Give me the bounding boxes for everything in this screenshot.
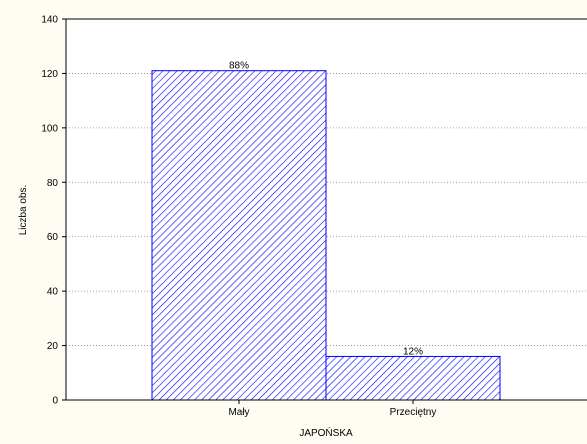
- bar-0: [151, 70, 327, 401]
- x-axis-ticks: Mały Przeciętny: [228, 400, 436, 418]
- y-tick-label: 60: [47, 232, 59, 243]
- x-tick-label: Przeciętny: [390, 407, 437, 418]
- y-tick-label: 0: [52, 396, 58, 407]
- bar-data-label: 88%: [229, 61, 249, 72]
- y-tick-label: 120: [41, 69, 58, 80]
- x-tick-label: Mały: [228, 407, 249, 418]
- y-axis-ticks: 0 20 40 60 80 100 120 140: [41, 15, 66, 407]
- y-tick-label: 100: [41, 123, 58, 134]
- y-tick-label: 80: [47, 178, 59, 189]
- y-tick-label: 40: [47, 287, 59, 298]
- x-axis-title: JAPOŃSKA: [299, 426, 353, 439]
- y-tick-label: 20: [47, 341, 59, 352]
- bars: 88% 12%: [151, 61, 501, 401]
- bar-data-label: 12%: [403, 346, 423, 357]
- bar-1: [325, 355, 501, 401]
- axes: [65, 18, 587, 401]
- y-tick-label: 140: [41, 15, 58, 26]
- y-axis-title: Liczba obs.: [18, 185, 29, 236]
